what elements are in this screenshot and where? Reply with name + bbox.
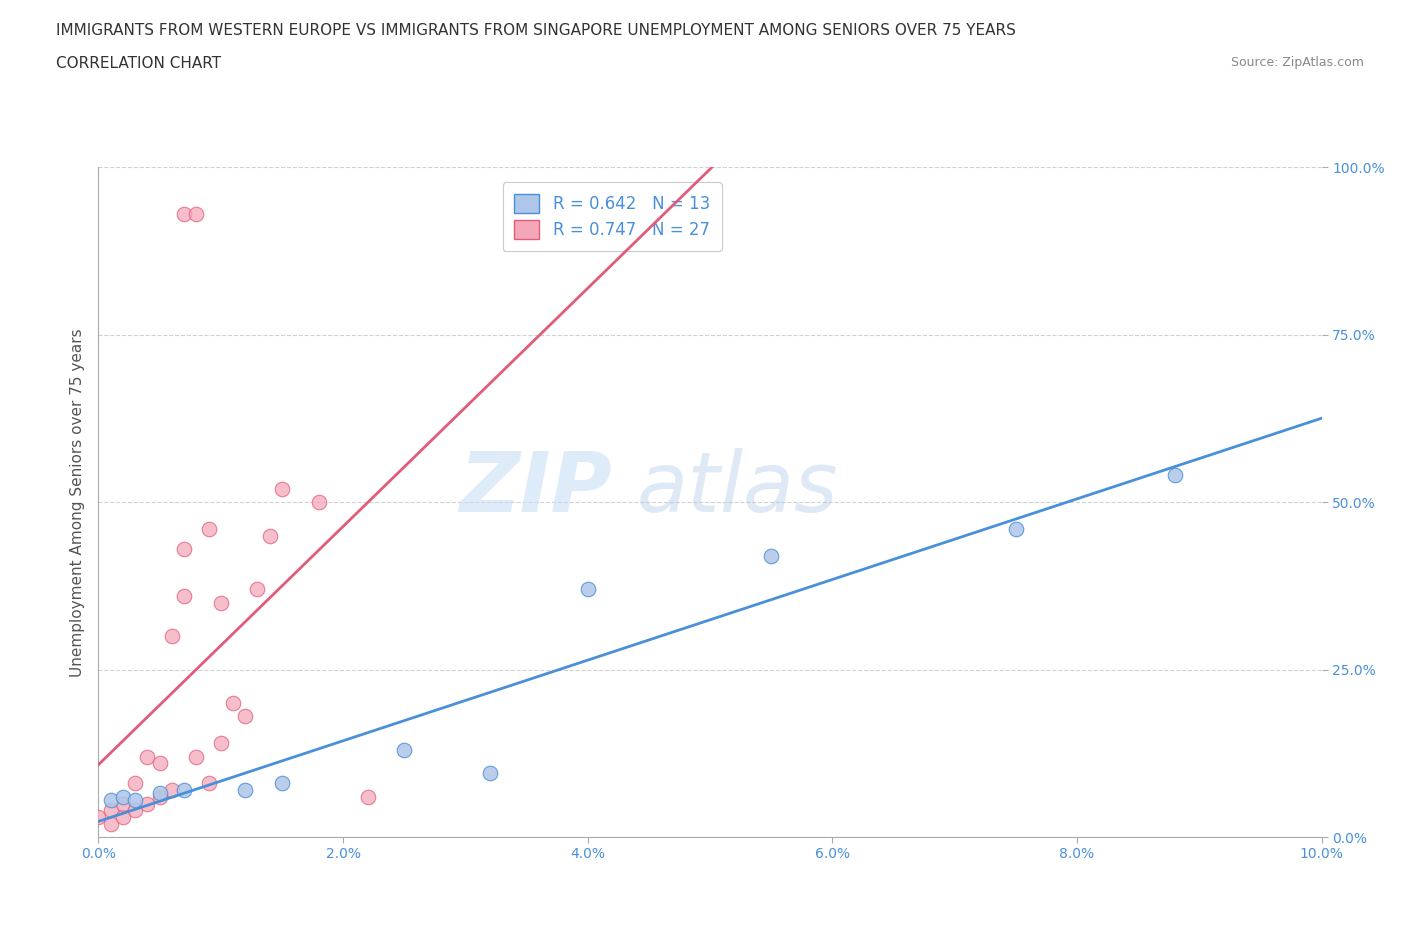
- Point: [478, 766, 501, 781]
- Point: [1004, 522, 1026, 537]
- Point: [100, 803, 122, 817]
- Point: [392, 742, 416, 757]
- Point: [576, 582, 599, 597]
- Point: [209, 736, 232, 751]
- Point: [270, 776, 292, 790]
- Point: [124, 776, 146, 790]
- Point: [270, 482, 292, 497]
- Point: [173, 589, 195, 604]
- Legend: R = 0.642   N = 13, R = 0.747   N = 27: R = 0.642 N = 13, R = 0.747 N = 27: [503, 182, 721, 251]
- Point: [246, 582, 269, 597]
- Point: [173, 783, 195, 798]
- Point: [111, 809, 134, 824]
- Point: [100, 792, 122, 807]
- Point: [197, 776, 219, 790]
- Point: [87, 809, 110, 824]
- Point: [759, 549, 782, 564]
- Point: [222, 696, 245, 711]
- Point: [149, 786, 172, 801]
- Text: Source: ZipAtlas.com: Source: ZipAtlas.com: [1230, 56, 1364, 69]
- Point: [197, 522, 219, 537]
- Text: ZIP: ZIP: [460, 448, 612, 529]
- Text: IMMIGRANTS FROM WESTERN EUROPE VS IMMIGRANTS FROM SINGAPORE UNEMPLOYMENT AMONG S: IMMIGRANTS FROM WESTERN EUROPE VS IMMIGR…: [56, 23, 1017, 38]
- Point: [186, 206, 208, 221]
- Text: atlas: atlas: [637, 448, 838, 529]
- Point: [160, 629, 183, 644]
- Point: [173, 541, 195, 556]
- Point: [100, 817, 122, 831]
- Point: [233, 709, 256, 724]
- Y-axis label: Unemployment Among Seniors over 75 years: Unemployment Among Seniors over 75 years: [69, 328, 84, 676]
- Point: [259, 528, 281, 543]
- Point: [209, 595, 232, 610]
- Point: [356, 790, 378, 804]
- Point: [149, 756, 172, 771]
- Point: [111, 790, 134, 804]
- Point: [1164, 468, 1187, 483]
- Text: CORRELATION CHART: CORRELATION CHART: [56, 56, 221, 71]
- Point: [136, 796, 159, 811]
- Point: [160, 783, 183, 798]
- Point: [124, 803, 146, 817]
- Point: [136, 750, 159, 764]
- Point: [308, 495, 330, 510]
- Point: [173, 206, 195, 221]
- Point: [149, 790, 172, 804]
- Point: [111, 796, 134, 811]
- Point: [233, 783, 256, 798]
- Point: [124, 792, 146, 807]
- Point: [186, 750, 208, 764]
